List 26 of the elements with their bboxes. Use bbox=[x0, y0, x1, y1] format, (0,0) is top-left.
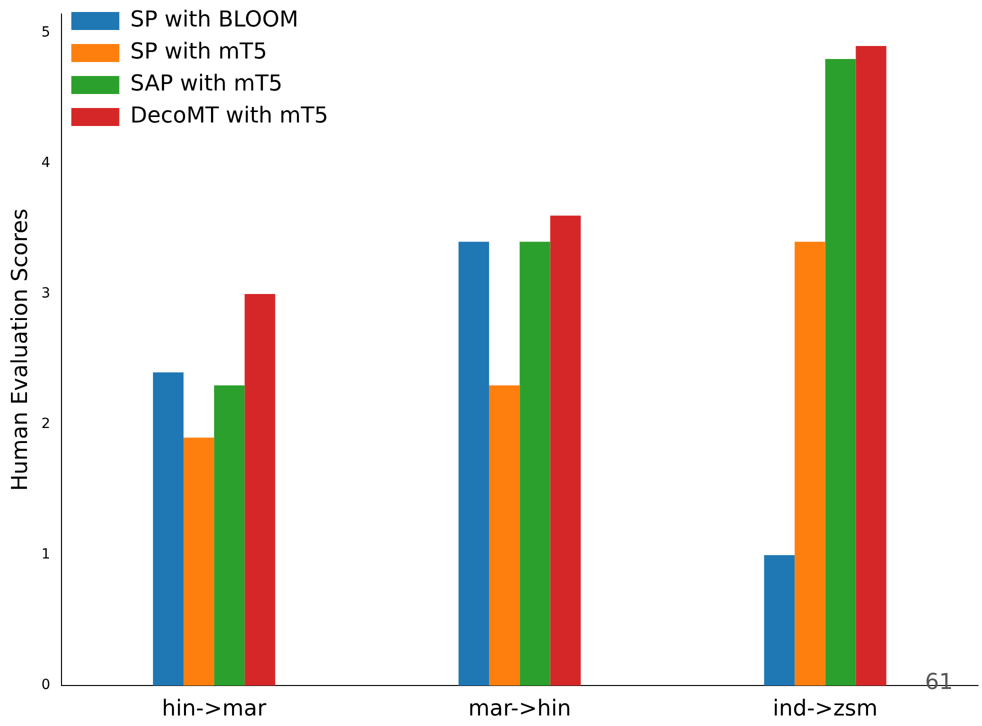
bar bbox=[214, 385, 245, 686]
bar bbox=[520, 242, 550, 686]
bar bbox=[764, 555, 795, 686]
x-tick-label: ind->zsm bbox=[772, 696, 878, 722]
bar bbox=[794, 242, 826, 686]
y-tick-label: 0 bbox=[41, 677, 50, 694]
y-tick-label: 1 bbox=[41, 546, 50, 563]
bar bbox=[152, 372, 184, 686]
legend-label: SP with mT5 bbox=[130, 40, 268, 65]
bar bbox=[184, 438, 214, 686]
legend-label: DecoMT with mT5 bbox=[130, 104, 328, 129]
y-tick-label: 4 bbox=[41, 155, 50, 172]
bar bbox=[458, 242, 490, 686]
bar bbox=[489, 385, 520, 686]
bar bbox=[856, 46, 886, 686]
bar bbox=[550, 216, 581, 686]
legend-label: SAP with mT5 bbox=[130, 72, 283, 97]
x-tick-label: hin->mar bbox=[162, 696, 268, 722]
y-tick-label: 2 bbox=[41, 416, 50, 432]
y-tick-label: 5 bbox=[41, 24, 50, 41]
bar bbox=[244, 294, 276, 686]
x-tick-label: mar->hin bbox=[468, 696, 572, 722]
legend-label: SP with BLOOM bbox=[130, 8, 298, 33]
y-axis-title: Human Evaluation Scores bbox=[8, 208, 33, 492]
bar bbox=[825, 59, 856, 686]
y-tick-label: 3 bbox=[41, 286, 50, 302]
